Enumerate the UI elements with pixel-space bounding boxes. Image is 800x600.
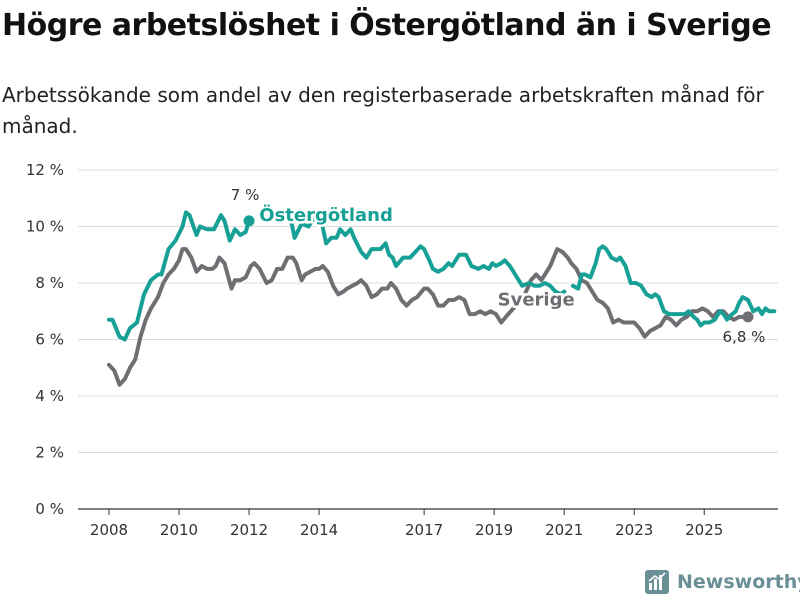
x-tick-label: 2014	[300, 521, 338, 539]
chart-subtitle: Arbetssökande som andel av den registerb…	[2, 83, 764, 138]
y-tick-label: 10 %	[26, 218, 64, 236]
x-tick-label: 2012	[230, 521, 268, 539]
series-labels: 7 % 6,8 % Östergötland Sverige	[231, 186, 766, 346]
x-tick-label: 2025	[685, 521, 723, 539]
newsworthy-logo: Newsworthy	[645, 570, 800, 594]
y-tick-label: 2 %	[35, 444, 64, 462]
x-tick-label: 2010	[160, 521, 198, 539]
y-tick-label: 0 %	[35, 500, 64, 518]
x-tick-label: 2021	[545, 521, 583, 539]
series-name-label: Östergötland	[259, 204, 393, 226]
chart-title: Högre arbetslöshet i Östergötland än i S…	[2, 8, 772, 43]
series-name-label: Sverige	[498, 290, 575, 311]
x-tick-label: 2023	[615, 521, 653, 539]
series-line-ostergotland	[282, 210, 567, 297]
series-line-ostergotland	[570, 244, 777, 328]
x-axis-ticks: 2008 2010 2012 2014 2017 2019 2021 2023 2025	[90, 509, 723, 539]
end-value-label: 6,8 %	[723, 328, 766, 346]
end-point-marker	[742, 311, 754, 323]
y-tick-label: 6 %	[35, 331, 64, 349]
grid-lines	[78, 169, 778, 510]
x-tick-label: 2019	[475, 521, 513, 539]
y-tick-label: 12 %	[26, 161, 64, 179]
brand-name: Newsworthy	[677, 571, 800, 593]
x-tick-label: 2017	[405, 521, 443, 539]
y-tick-label: 8 %	[35, 274, 64, 292]
series-lines	[107, 210, 777, 387]
bar-chart-icon	[645, 570, 669, 594]
x-tick-label: 2008	[90, 521, 128, 539]
y-tick-label: 4 %	[35, 387, 64, 405]
end-value-label: 7 %	[231, 186, 260, 204]
y-axis-ticks: 0 % 2 % 4 % 6 % 8 % 10 % 12 %	[26, 161, 64, 518]
series-line-ostergotland	[107, 210, 252, 342]
end-point-marker	[243, 215, 255, 227]
series-line-sverige	[107, 247, 750, 387]
